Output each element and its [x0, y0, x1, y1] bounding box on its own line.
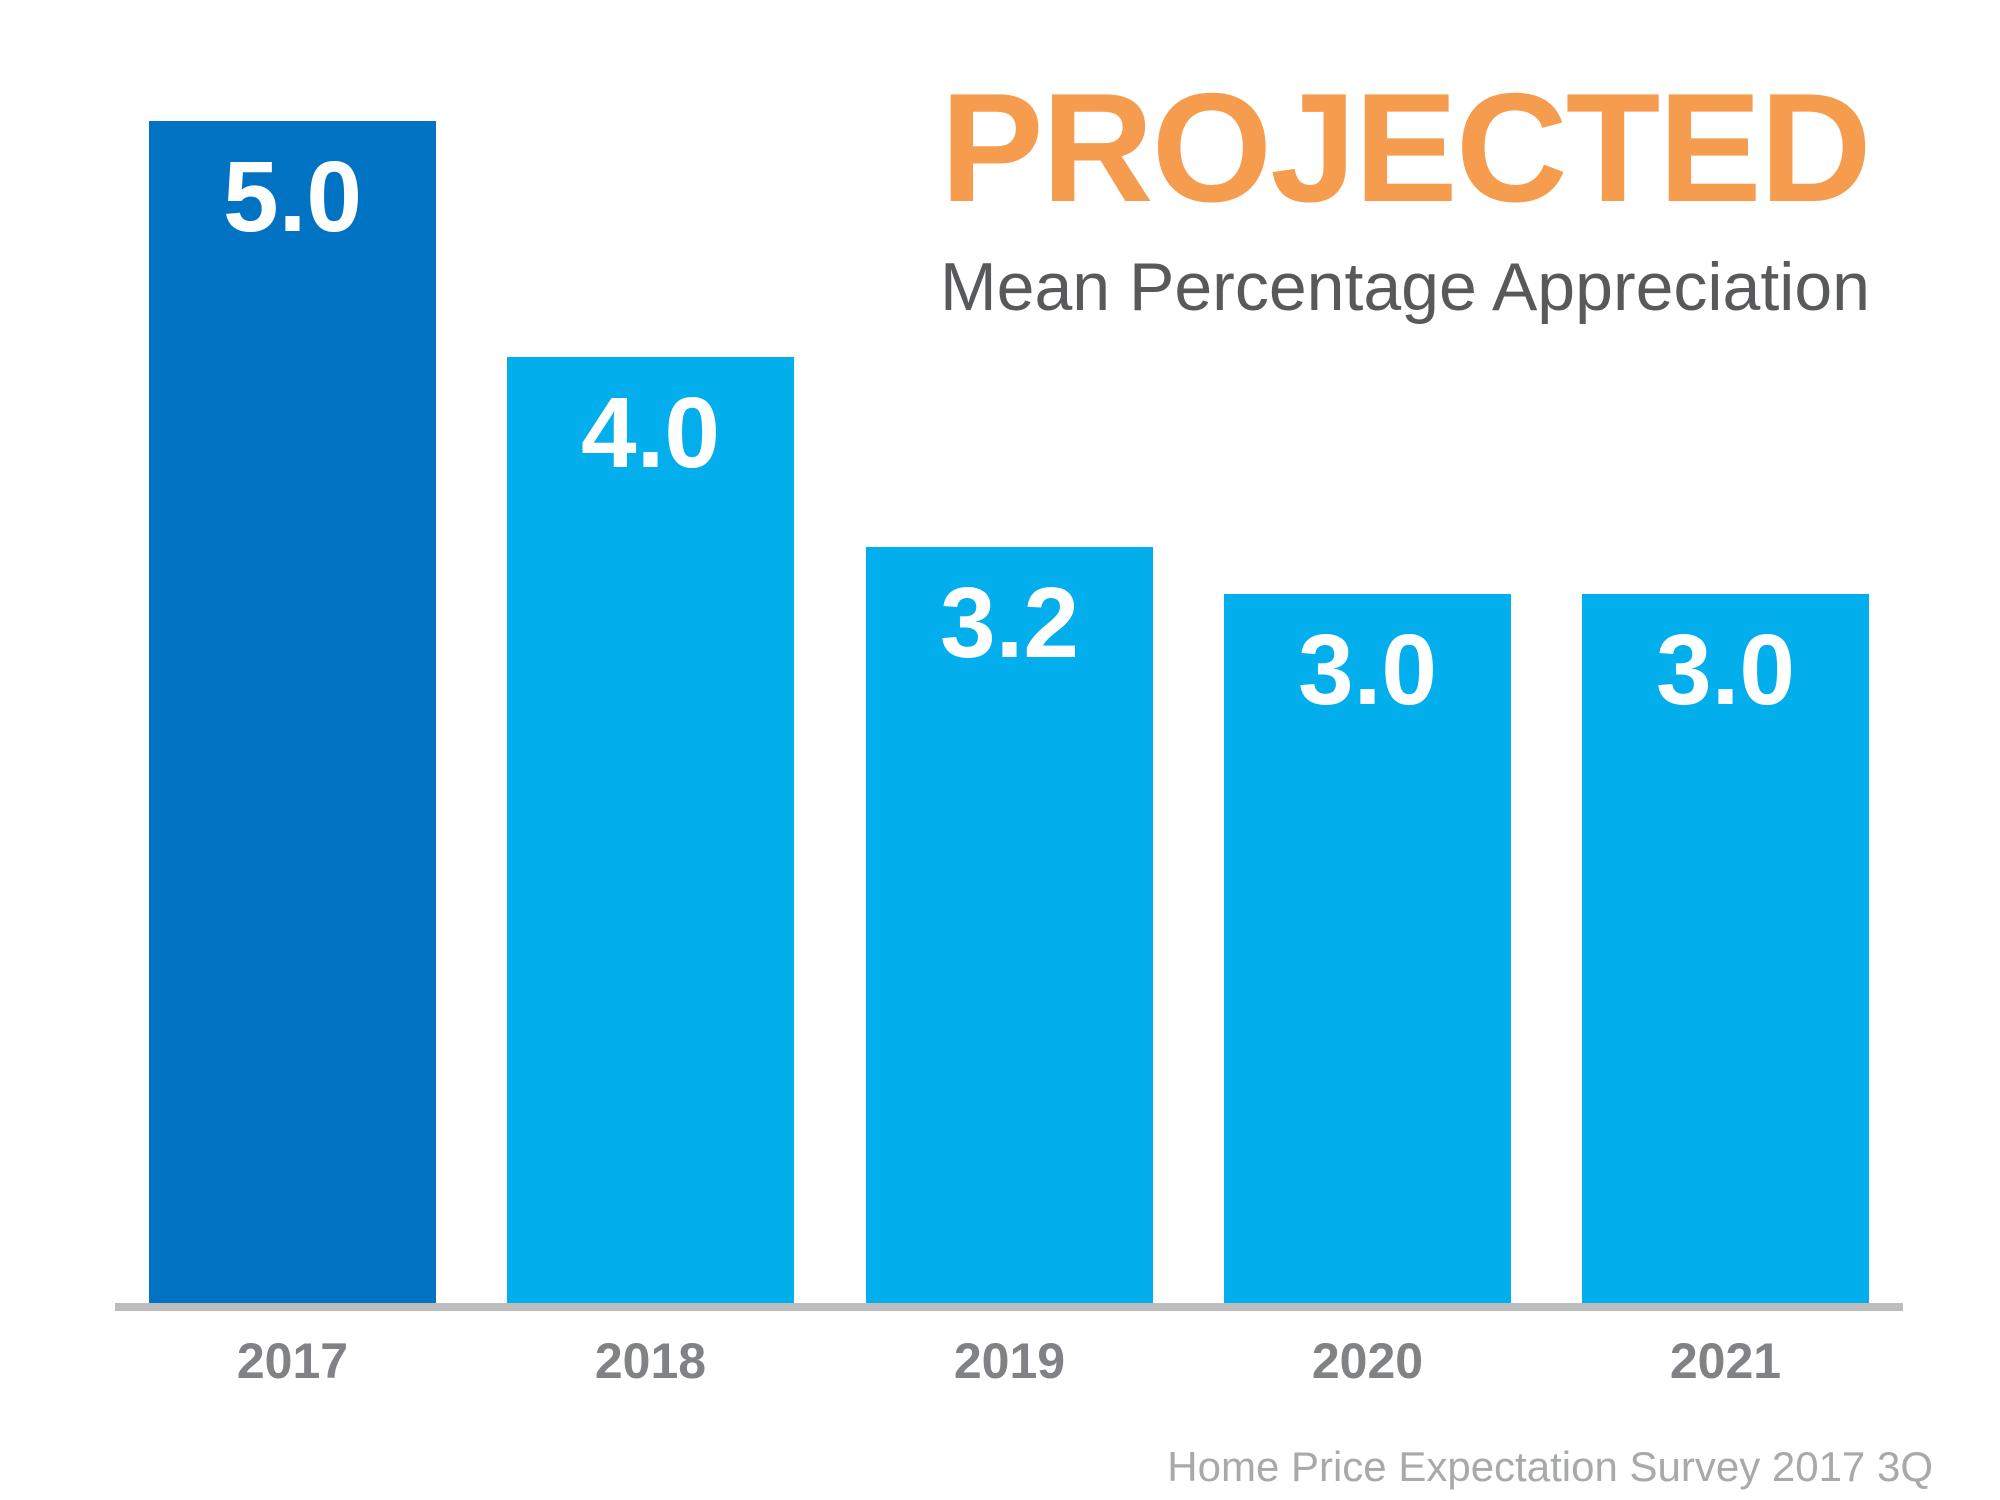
bar-value-label: 3.2 — [939, 567, 1079, 679]
chart-title: PROJECTED — [940, 61, 1871, 234]
bar-value-label: 3.0 — [1297, 614, 1437, 726]
x-axis-tick-label: 2020 — [1311, 1333, 1424, 1389]
bar-2021: 3.0 — [1582, 594, 1869, 1303]
bar-2019: 3.2 — [866, 547, 1153, 1303]
bar-value-label: 5.0 — [222, 141, 362, 253]
bar-value-label: 4.0 — [580, 377, 720, 489]
x-axis-tick-label: 2017 — [236, 1333, 349, 1389]
bar-2018: 4.0 — [507, 357, 794, 1303]
x-axis-tick-label: 2019 — [953, 1333, 1066, 1389]
chart-header: PROJECTED Mean Percentage Appreciation — [930, 70, 1880, 321]
bar-2020: 3.0 — [1224, 594, 1511, 1303]
bar-value-label: 3.0 — [1655, 614, 1795, 726]
x-axis-tick-label: 2021 — [1669, 1333, 1782, 1389]
bar-2017: 5.0 — [149, 121, 436, 1303]
x-axis-tick-label: 2018 — [594, 1333, 707, 1389]
x-axis-line — [115, 1303, 1903, 1311]
source-attribution: Home Price Expectation Survey 2017 3Q — [1167, 1443, 1933, 1490]
chart-subtitle: Mean Percentage Appreciation — [940, 249, 1870, 325]
